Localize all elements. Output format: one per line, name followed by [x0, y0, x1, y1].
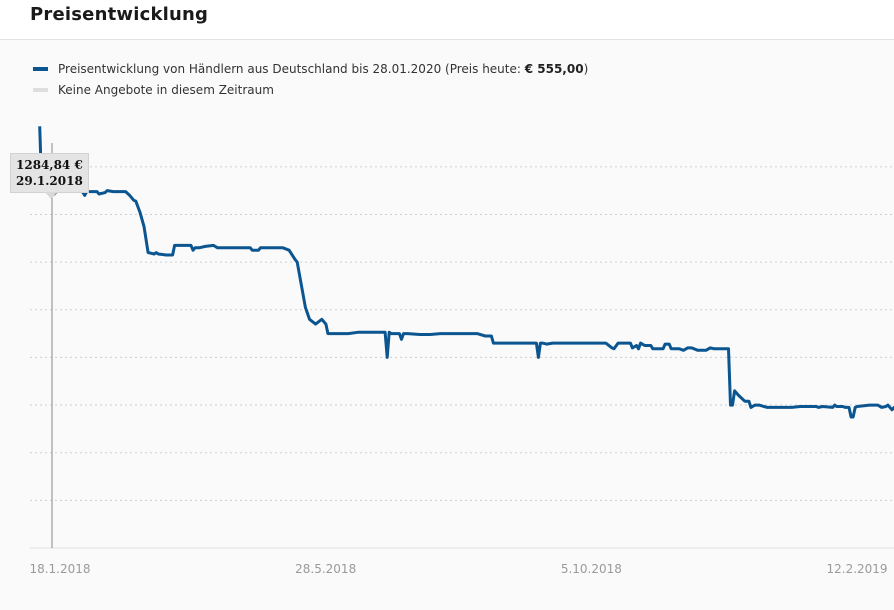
chart-legend: Preisentwicklung von Händlern aus Deutsc…: [33, 58, 588, 100]
x-tick-label: 5.10.2018: [561, 562, 622, 576]
header: Preisentwicklung: [0, 0, 894, 40]
x-axis: 18.1.2018 28.5.2018 5.10.2018 12.2.2019: [29, 562, 887, 576]
x-tick-label: 28.5.2018: [295, 562, 356, 576]
legend-label-series: Preisentwicklung von Händlern aus Deutsc…: [58, 62, 588, 76]
tooltip-date: 29.1.2018: [16, 174, 83, 188]
price-tooltip: 1284,84 € 29.1.2018: [10, 153, 89, 199]
tooltip-price: 1284,84 €: [16, 158, 83, 172]
legend-series-suffix: ): [583, 61, 589, 76]
legend-swatch-no-offers: [33, 87, 48, 92]
legend-item-no-offers[interactable]: Keine Angebote in diesem Zeitraum: [33, 79, 588, 100]
chart-grid: [30, 166, 894, 549]
series-line-price[interactable]: [38, 126, 894, 419]
x-tick-label: 12.2.2019: [826, 562, 887, 576]
legend-series-price: € 555,00: [524, 61, 584, 76]
legend-item-series[interactable]: Preisentwicklung von Händlern aus Deutsc…: [33, 58, 588, 79]
page-title: Preisentwicklung: [30, 4, 209, 25]
legend-swatch-series: [33, 66, 48, 71]
legend-series-prefix: Preisentwicklung von Händlern aus Deutsc…: [58, 61, 525, 76]
x-tick-label: 18.1.2018: [29, 562, 90, 576]
legend-label-no-offers: Keine Angebote in diesem Zeitraum: [58, 82, 274, 97]
